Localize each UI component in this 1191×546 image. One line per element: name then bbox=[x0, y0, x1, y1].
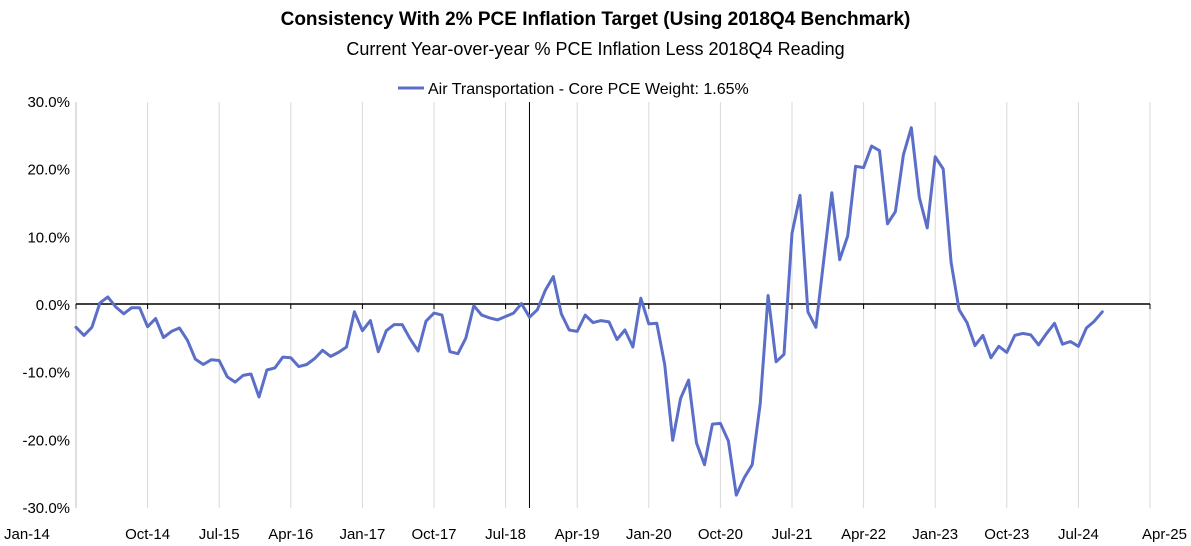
chart-title: Consistency With 2% PCE Inflation Target… bbox=[280, 9, 911, 30]
x-tick-label: Oct-14 bbox=[125, 526, 170, 543]
tick-labels: 30.0% 20.0% 10.0% 0.0% -10.0% -20.0% -30.0% Jan… bbox=[4, 94, 1187, 543]
x-tick-label: Apr-19 bbox=[555, 526, 600, 543]
y-tick-label: 30.0% bbox=[27, 94, 70, 111]
x-tick-label: Jul-21 bbox=[772, 526, 813, 543]
series-line bbox=[74, 126, 1104, 497]
x-tick-label: Jan-17 bbox=[339, 526, 385, 543]
x-tick-label: Oct-17 bbox=[411, 526, 456, 543]
x-tick-label: Jan-14 bbox=[4, 526, 50, 543]
x-tick-label: Jul-15 bbox=[199, 526, 240, 543]
y-tick-label: 20.0% bbox=[27, 162, 70, 179]
grid-layer bbox=[75, 102, 1151, 508]
y-tick-label: 10.0% bbox=[27, 229, 70, 246]
y-tick-label: -30.0% bbox=[22, 500, 70, 517]
x-tick-label: Jul-24 bbox=[1058, 526, 1099, 543]
chart-subtitle: Current Year-over-year % PCE Inflation L… bbox=[346, 39, 845, 59]
x-tick-label: Apr-25 bbox=[1142, 526, 1187, 543]
x-tick-label: Apr-16 bbox=[268, 526, 313, 543]
y-tick-label: -10.0% bbox=[22, 365, 70, 382]
legend: Air Transportation - Core PCE Weight: 1.… bbox=[398, 81, 749, 98]
axis-layer bbox=[75, 102, 1151, 508]
y-tick-label: 0.0% bbox=[36, 297, 70, 314]
x-tick-label: Apr-22 bbox=[841, 526, 886, 543]
x-tick-label: Jan-23 bbox=[912, 526, 958, 543]
x-tick-label: Oct-23 bbox=[984, 526, 1029, 543]
x-tick-label: Jan-20 bbox=[626, 526, 672, 543]
legend-label: Air Transportation - Core PCE Weight: 1.… bbox=[428, 81, 749, 98]
x-tick-label: Jul-18 bbox=[485, 526, 526, 543]
x-tick-label: Oct-20 bbox=[698, 526, 743, 543]
y-tick-label: -20.0% bbox=[22, 432, 70, 449]
series-layer bbox=[74, 126, 1104, 497]
